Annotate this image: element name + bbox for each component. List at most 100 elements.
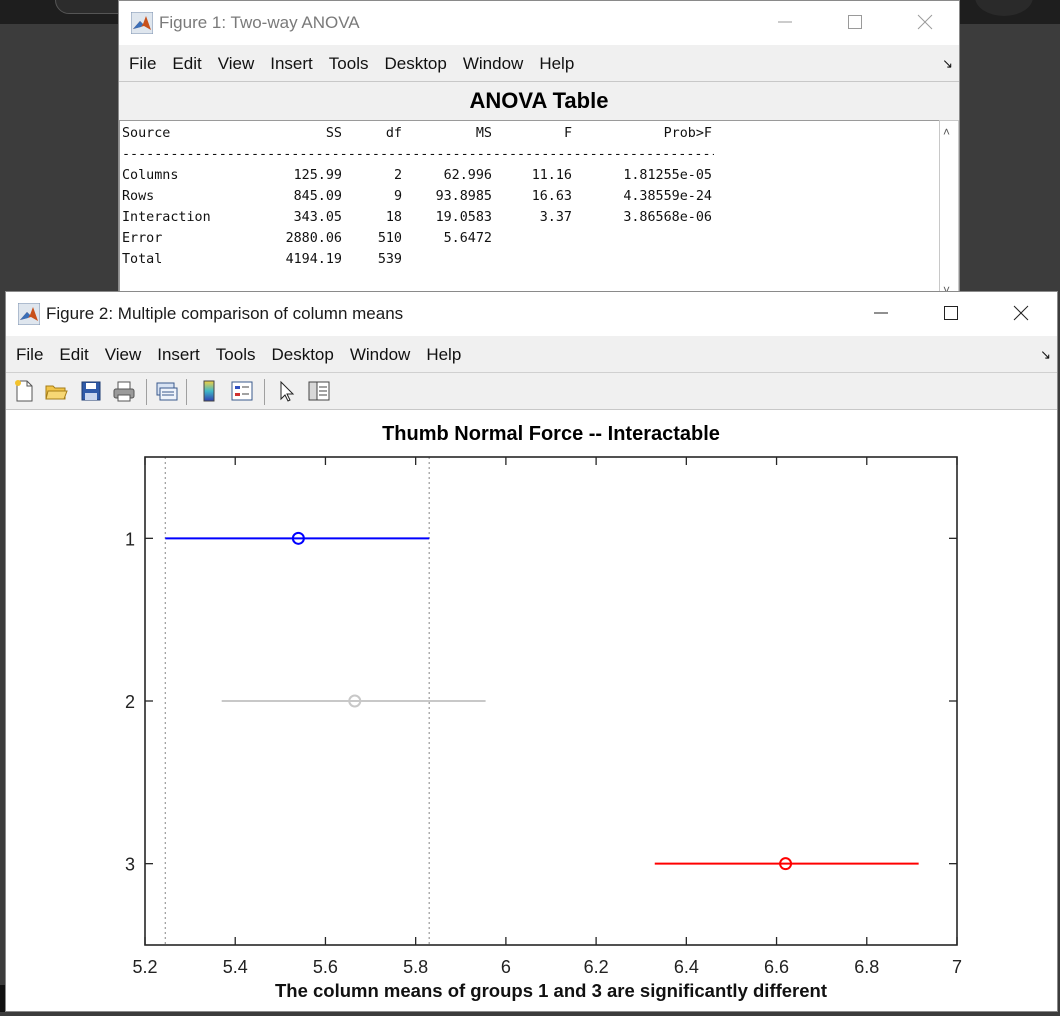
legend-icon[interactable]	[230, 379, 254, 403]
matlab-logo-icon	[131, 12, 153, 34]
mean-marker-group-3[interactable]	[779, 857, 793, 871]
anova-cell: 2880.06	[285, 231, 342, 246]
menu-desktop[interactable]: Desktop	[271, 345, 334, 364]
anova-header-row: Source SS df MS F Prob>F	[122, 123, 714, 144]
x-tick-label: 6.6	[764, 957, 789, 977]
dock-arrow-icon[interactable]: ↘	[1040, 347, 1051, 362]
menu-file[interactable]: File	[16, 345, 44, 364]
anova-cell: F	[563, 126, 572, 141]
maximize-button[interactable]	[929, 298, 973, 328]
menu-insert[interactable]: Insert	[270, 54, 313, 73]
anova-cell: Columns	[122, 168, 179, 183]
menu-edit[interactable]: Edit	[59, 345, 89, 364]
anova-cell: 539	[377, 252, 402, 267]
anova-cell: 845.09	[293, 189, 342, 204]
anova-cell: MS	[475, 126, 492, 141]
anova-cell: 1.81255e-05	[623, 168, 712, 183]
menu-view[interactable]: View	[104, 345, 142, 364]
figure2-menubar: File Edit View Insert Tools Desktop Wind…	[6, 340, 1057, 370]
anova-cell: 510	[377, 231, 402, 246]
figure2-titlebar[interactable]: Figure 2: Multiple comparison of column …	[6, 292, 1057, 336]
figure2-toolbar	[6, 372, 1057, 410]
anova-cell: 62.996	[443, 168, 492, 183]
minimize-icon	[874, 312, 888, 314]
open-file-icon[interactable]	[44, 379, 68, 403]
x-tick-label: 6.2	[584, 957, 609, 977]
x-tick-label: 5.4	[223, 957, 248, 977]
anova-cell: 125.99	[293, 168, 342, 183]
print-icon[interactable]	[112, 379, 136, 403]
anova-table-title: ANOVA Table	[469, 88, 609, 113]
x-tick-label: 7	[952, 957, 962, 977]
menu-file[interactable]: File	[129, 54, 157, 73]
figure2-title: Figure 2: Multiple comparison of column …	[46, 304, 404, 323]
menu-tools[interactable]: Tools	[215, 345, 256, 364]
menu-desktop[interactable]: Desktop	[384, 54, 447, 73]
menu-window[interactable]: Window	[349, 345, 411, 364]
anova-scrollbar[interactable]: ˄ ˅	[939, 120, 959, 300]
close-button[interactable]	[903, 7, 947, 37]
desktop-background-bottom	[0, 985, 8, 1012]
close-icon	[1013, 305, 1029, 321]
x-tick-label: 6.4	[674, 957, 699, 977]
toolbar-separator	[186, 379, 187, 405]
desktop-element	[975, 0, 1033, 16]
y-tick-label: 2	[125, 692, 135, 712]
new-figure-icon[interactable]	[12, 379, 36, 403]
figure1-title: Figure 1: Two-way ANOVA	[159, 13, 360, 32]
multcompare-chart[interactable]: Thumb Normal Force -- Interactable 5.2 5.…	[6, 410, 1057, 1011]
scroll-up-icon[interactable]: ˄	[943, 125, 951, 139]
edit-plot-icon[interactable]	[275, 379, 299, 403]
minimize-button[interactable]	[859, 298, 903, 328]
mean-marker-group-2[interactable]	[348, 694, 362, 708]
anova-row: Interaction 343.05 18 19.0583 3.37 3.86568e-0…	[122, 207, 714, 228]
close-icon	[917, 14, 933, 30]
menu-window[interactable]: Window	[462, 54, 524, 73]
anova-cell: 93.8985	[435, 189, 492, 204]
anova-cell: Rows	[122, 189, 155, 204]
menu-help[interactable]: Help	[426, 345, 462, 364]
anova-table[interactable]: Source SS df MS F Prob>F ---------------------…	[119, 120, 941, 300]
axis-ticks: 5.2 5.4 5.6 5.8 6 6.2 6.4 6.6 6.8 7 1 2 3	[125, 457, 962, 977]
anova-cell: Total	[122, 252, 163, 267]
colorbar-icon[interactable]	[197, 379, 221, 403]
menu-help[interactable]: Help	[539, 54, 575, 73]
anova-cell: 16.63	[531, 189, 572, 204]
menu-view[interactable]: View	[217, 54, 255, 73]
x-axis-label: The column means of groups 1 and 3 are s…	[275, 980, 827, 1001]
plot-area[interactable]: Thumb Normal Force -- Interactable 5.2 5.…	[6, 410, 1057, 1011]
figure2-window[interactable]: Figure 2: Multiple comparison of column …	[5, 291, 1058, 1012]
anova-row: Error 2880.06 510 5.6472	[122, 228, 714, 249]
x-tick-label: 5.8	[403, 957, 428, 977]
figure1-titlebar[interactable]: Figure 1: Two-way ANOVA	[119, 1, 959, 45]
maximize-icon	[944, 306, 958, 320]
link-plot-icon[interactable]	[154, 379, 178, 403]
anova-cell: df	[385, 126, 402, 141]
property-inspector-icon[interactable]	[307, 379, 331, 403]
anova-cell: 4194.19	[285, 252, 342, 267]
anova-row: Columns 125.99 2 62.996 11.16 1.81255e-05	[122, 165, 714, 186]
anova-cell: 3.86568e-06	[623, 210, 712, 225]
anova-cell: 19.0583	[435, 210, 492, 225]
x-tick-label: 6.8	[854, 957, 879, 977]
scroll-down-icon[interactable]: ˅	[943, 283, 951, 297]
figure1-window[interactable]: Figure 1: Two-way ANOVA File Edit View I…	[118, 0, 960, 300]
menu-tools[interactable]: Tools	[328, 54, 369, 73]
anova-table-text: Source SS df MS F Prob>F ---------------------…	[122, 123, 714, 270]
anova-cell: Source	[122, 126, 171, 141]
x-tick-label: 5.2	[132, 957, 157, 977]
menu-edit[interactable]: Edit	[172, 54, 202, 73]
dock-arrow-icon[interactable]: ↘	[942, 56, 953, 71]
anova-cell: 343.05	[293, 210, 342, 225]
maximize-button[interactable]	[833, 7, 877, 37]
x-tick-label: 6	[501, 957, 511, 977]
mean-marker-group-1[interactable]	[291, 531, 305, 545]
menu-insert[interactable]: Insert	[157, 345, 200, 364]
close-button[interactable]	[999, 298, 1043, 328]
anova-cell: 2	[393, 168, 402, 183]
toolbar-separator	[264, 379, 265, 405]
minimize-button[interactable]	[763, 7, 807, 37]
minimize-icon	[778, 21, 792, 23]
save-icon[interactable]	[79, 379, 103, 403]
anova-cell: 9	[393, 189, 402, 204]
